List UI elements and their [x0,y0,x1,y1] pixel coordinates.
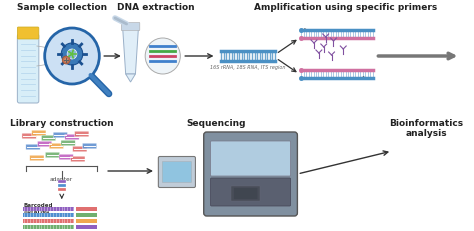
FancyBboxPatch shape [121,22,140,30]
Polygon shape [123,29,138,74]
FancyBboxPatch shape [41,135,56,141]
Bar [23,219,74,223]
Text: DNA extraction: DNA extraction [117,3,195,12]
Circle shape [145,38,180,74]
FancyBboxPatch shape [158,156,195,188]
FancyBboxPatch shape [32,130,46,136]
Bar [76,219,97,223]
Text: Barcoded
libraries: Barcoded libraries [23,203,53,214]
FancyBboxPatch shape [210,141,291,176]
FancyBboxPatch shape [204,132,297,216]
FancyBboxPatch shape [65,134,79,140]
Text: Bioinformatics
analysis: Bioinformatics analysis [389,119,463,138]
FancyBboxPatch shape [71,156,85,162]
Text: Amplification using specific primers: Amplification using specific primers [254,3,437,12]
FancyBboxPatch shape [49,143,64,149]
Text: adapter: adapter [50,177,73,182]
Circle shape [67,49,77,59]
FancyBboxPatch shape [82,143,97,149]
Text: Sample collection: Sample collection [17,3,107,12]
FancyBboxPatch shape [46,152,60,158]
Bar [58,179,66,183]
FancyBboxPatch shape [234,188,258,200]
Bar [76,213,97,217]
Text: 16S rRNA, 18S RNA, ITS region: 16S rRNA, 18S RNA, ITS region [210,65,286,70]
Bar [58,183,66,187]
FancyBboxPatch shape [73,146,87,152]
FancyBboxPatch shape [18,34,39,103]
FancyBboxPatch shape [37,141,52,147]
Text: Sequencing: Sequencing [187,119,246,128]
Bar [231,186,260,201]
Bar [23,225,74,229]
FancyBboxPatch shape [30,155,44,161]
Text: Library construction: Library construction [10,119,114,128]
Polygon shape [126,74,136,82]
FancyBboxPatch shape [53,132,67,138]
FancyBboxPatch shape [26,144,40,150]
Bar [76,207,97,211]
FancyBboxPatch shape [210,178,291,206]
Circle shape [64,58,68,62]
Bar [58,188,66,191]
FancyBboxPatch shape [22,133,36,139]
FancyBboxPatch shape [18,27,39,39]
Circle shape [62,56,70,64]
FancyBboxPatch shape [59,154,73,160]
FancyBboxPatch shape [61,140,75,146]
Bar [23,207,74,211]
Circle shape [45,28,100,84]
FancyBboxPatch shape [74,131,89,137]
Circle shape [61,43,83,65]
Bar [76,225,97,229]
Bar [23,213,74,217]
FancyBboxPatch shape [162,161,191,182]
